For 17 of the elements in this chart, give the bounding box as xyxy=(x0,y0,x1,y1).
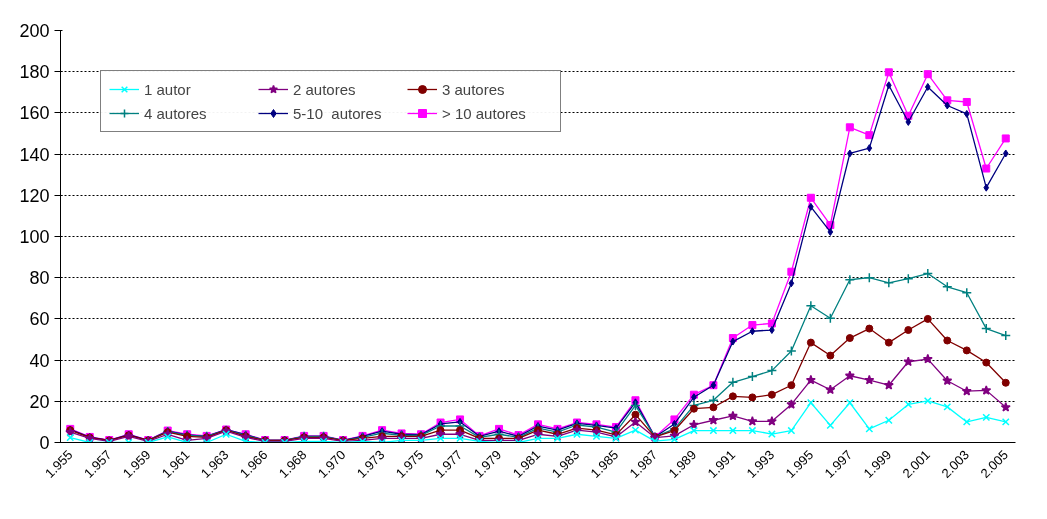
y-tick-label: 180 xyxy=(19,62,50,83)
y-tick-label: 100 xyxy=(19,227,50,247)
legend-label: 3 autores xyxy=(442,80,506,98)
y-tick-label: 160 xyxy=(19,103,50,124)
y-tick-label: 40 xyxy=(29,350,50,371)
y-tick-label: 200 xyxy=(19,21,50,41)
legend-label: 2 autores xyxy=(293,80,357,98)
y-tick-label: 80 xyxy=(29,268,50,289)
y-tick-label: 20 xyxy=(29,391,50,412)
legend-label: > 10 autores xyxy=(442,104,527,122)
legend-label: 5-10 autores xyxy=(293,104,383,122)
y-tick-label: 140 xyxy=(19,144,50,165)
y-tick-label: 120 xyxy=(19,185,50,206)
y-tick-label: 60 xyxy=(29,309,50,330)
legend-label: 4 autores xyxy=(144,104,208,122)
y-tick-label: 0 xyxy=(39,433,50,453)
legend-label: 1 autor xyxy=(144,80,192,98)
